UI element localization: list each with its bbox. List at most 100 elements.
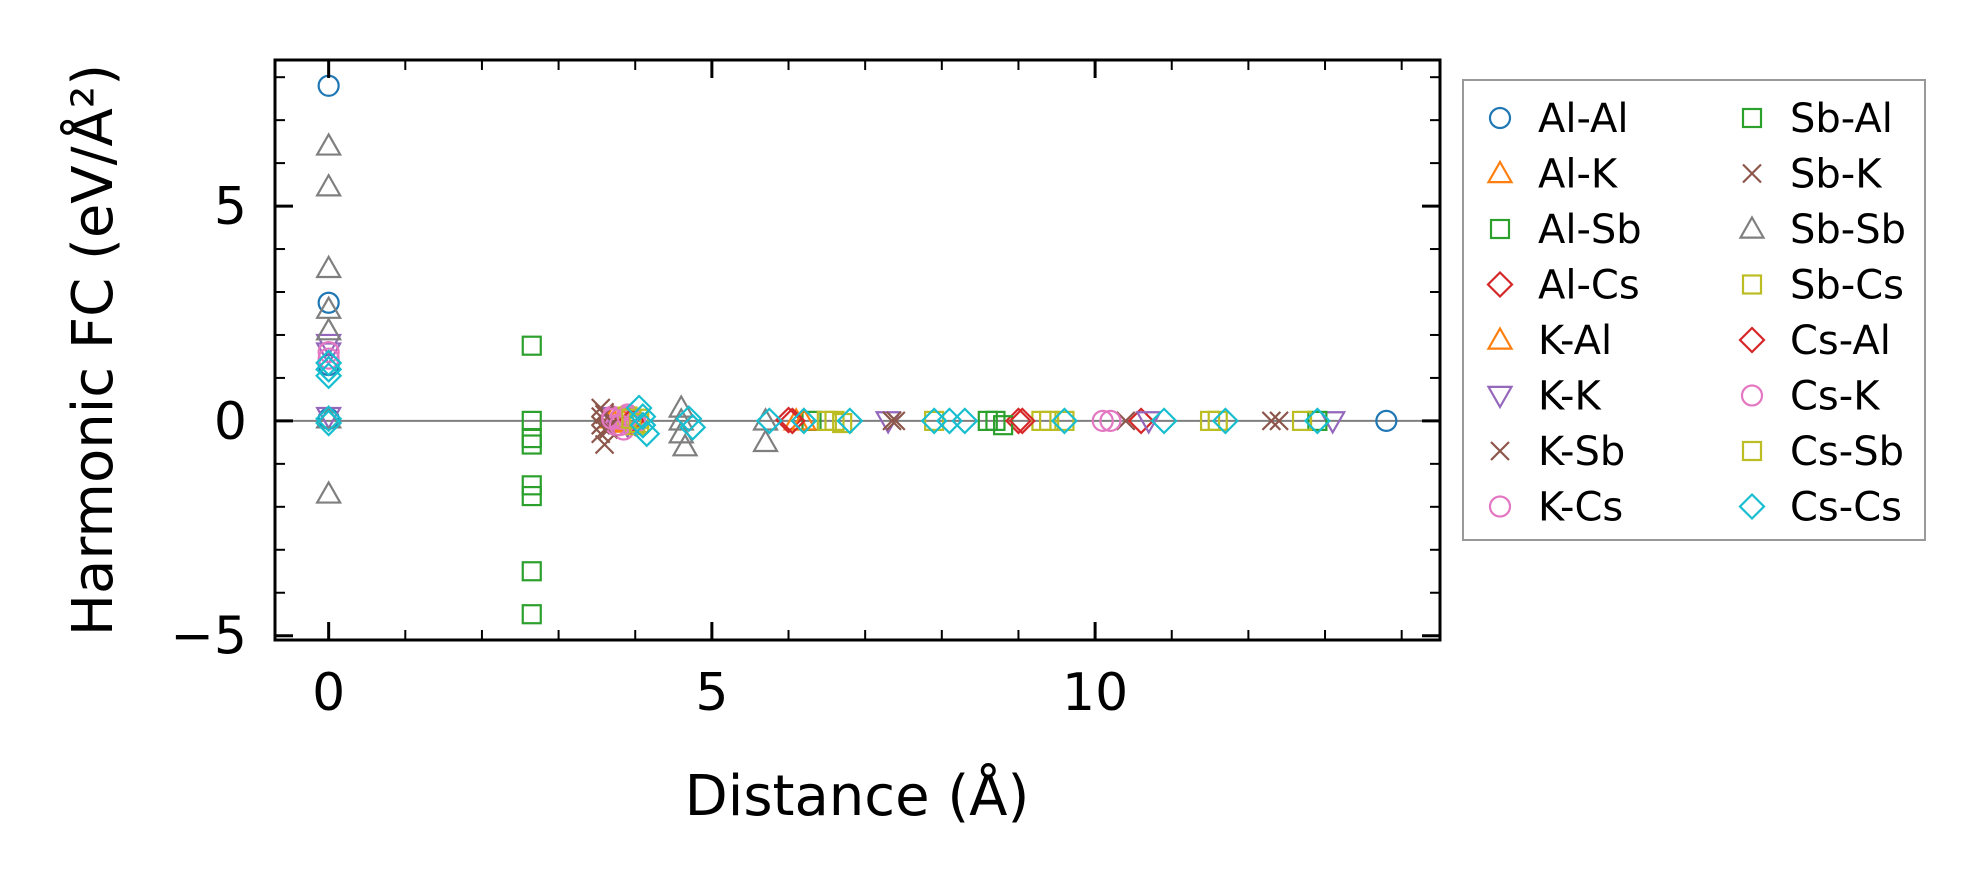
- data-point: [977, 410, 998, 431]
- legend-entry: Cs-Sb: [1741, 429, 1904, 475]
- data-point: [1375, 409, 1398, 432]
- data-point: [521, 604, 542, 625]
- legend-entry: Sb-Al: [1741, 96, 1893, 142]
- y-tick-label: −5: [170, 607, 247, 667]
- legend-entry: Cs-Cs: [1738, 485, 1902, 531]
- data-point: [315, 409, 343, 437]
- data-point: [315, 349, 343, 377]
- plot-frame: [273, 58, 1442, 642]
- y-tick-label: 5: [214, 177, 247, 237]
- data-point: [755, 407, 783, 435]
- legend-entry: Al-Cs: [1486, 263, 1640, 309]
- x-tick-label: 5: [695, 663, 728, 723]
- legend-label: Al-Sb: [1538, 207, 1642, 253]
- data-point: [675, 405, 703, 433]
- legend-label: Cs-K: [1790, 374, 1881, 420]
- data-point: [1091, 409, 1114, 432]
- legend-marker: [1490, 441, 1510, 461]
- data-point: [521, 485, 542, 507]
- data-point: [315, 362, 343, 390]
- data-point: [1291, 410, 1313, 431]
- data-point: [824, 410, 845, 431]
- data-point: [1211, 407, 1239, 435]
- x-tick-label: 0: [312, 663, 345, 723]
- legend-marker: [1489, 218, 1511, 240]
- data-point: [993, 415, 1014, 436]
- legend-marker: [1738, 326, 1766, 354]
- legend-marker: [1741, 107, 1763, 129]
- legend-frame: [1462, 79, 1926, 541]
- legend-label: K-Al: [1538, 318, 1612, 364]
- legend-label: Al-Cs: [1538, 263, 1640, 309]
- data-point: [521, 561, 542, 582]
- series-sb-sb: [315, 132, 779, 504]
- legend-marker: [1742, 163, 1762, 184]
- legend-entry: Sb-Cs: [1741, 263, 1904, 309]
- data-point: [1039, 410, 1060, 431]
- data-point: [882, 411, 902, 431]
- data-point: [1054, 410, 1075, 431]
- legend-label: K-Sb: [1538, 429, 1625, 475]
- data-point: [521, 434, 542, 455]
- data-point: [778, 407, 806, 435]
- legend-marker: [1486, 270, 1514, 299]
- legend-entry: K-K: [1486, 374, 1602, 420]
- tick-labels-layer: 0 5 10 −5 0 5: [170, 177, 1128, 723]
- legend-entry: Sb-K: [1742, 152, 1883, 198]
- legend-marker: [1741, 440, 1763, 462]
- legend-label: K-Cs: [1538, 485, 1623, 531]
- legend-entry: K-Al: [1486, 318, 1612, 364]
- data-point: [667, 407, 695, 431]
- data-point: [951, 407, 979, 435]
- legend-entry: Al-K: [1486, 152, 1619, 198]
- legend-label: Al-K: [1538, 152, 1619, 198]
- data-point: [315, 480, 343, 504]
- legend: Al-Al Al-K Al-Sb Al-Cs K-Al K-K K-Sb K-Cs Sb-Al S…: [1462, 79, 1926, 541]
- y-tick-label: 0: [214, 392, 247, 452]
- data-point: [671, 432, 699, 457]
- legend-marker: [1488, 495, 1512, 518]
- x-tick-label: 10: [1062, 663, 1128, 723]
- data-point: [1150, 407, 1178, 435]
- data-point: [1008, 407, 1036, 435]
- data-point: [317, 347, 340, 370]
- legend-entry: Cs-K: [1740, 374, 1881, 420]
- data-point: [315, 316, 343, 341]
- data-point: [679, 413, 707, 441]
- points-layer: [315, 74, 1398, 625]
- legend-label: Sb-Al: [1790, 96, 1893, 142]
- data-point: [317, 291, 340, 314]
- series-cs-cs: [315, 349, 1331, 448]
- data-point: [790, 407, 818, 435]
- legend-marker: [1741, 274, 1763, 295]
- legend-entry: K-Sb: [1490, 429, 1625, 475]
- ticks-layer: [275, 60, 1440, 640]
- data-point: [752, 428, 779, 453]
- legend-label: Al-Al: [1538, 96, 1629, 142]
- data-point: [1050, 407, 1078, 435]
- data-point: [667, 394, 695, 418]
- data-point: [1199, 410, 1221, 431]
- data-point: [521, 335, 542, 356]
- data-point: [790, 407, 818, 431]
- data-point: [315, 132, 343, 156]
- legend-label: Sb-K: [1790, 152, 1883, 198]
- data-point: [832, 412, 853, 434]
- data-point: [625, 394, 653, 422]
- legend-label: K-K: [1538, 374, 1602, 420]
- data-point: [924, 410, 945, 431]
- legend-entry: Al-Al: [1488, 96, 1629, 142]
- data-point: [521, 475, 542, 496]
- legend-label: Cs-Al: [1790, 318, 1891, 364]
- legend-marker: [1486, 159, 1514, 184]
- data-point: [315, 254, 343, 279]
- legend-marker: [1738, 492, 1766, 521]
- data-point: [1269, 411, 1289, 431]
- legend-label: Cs-Cs: [1790, 485, 1902, 531]
- data-point: [1303, 407, 1331, 435]
- legend-marker: [1486, 385, 1514, 410]
- legend-entry: Sb-Sb: [1738, 207, 1906, 253]
- series-sb-al: [977, 410, 1328, 436]
- data-point: [315, 355, 343, 383]
